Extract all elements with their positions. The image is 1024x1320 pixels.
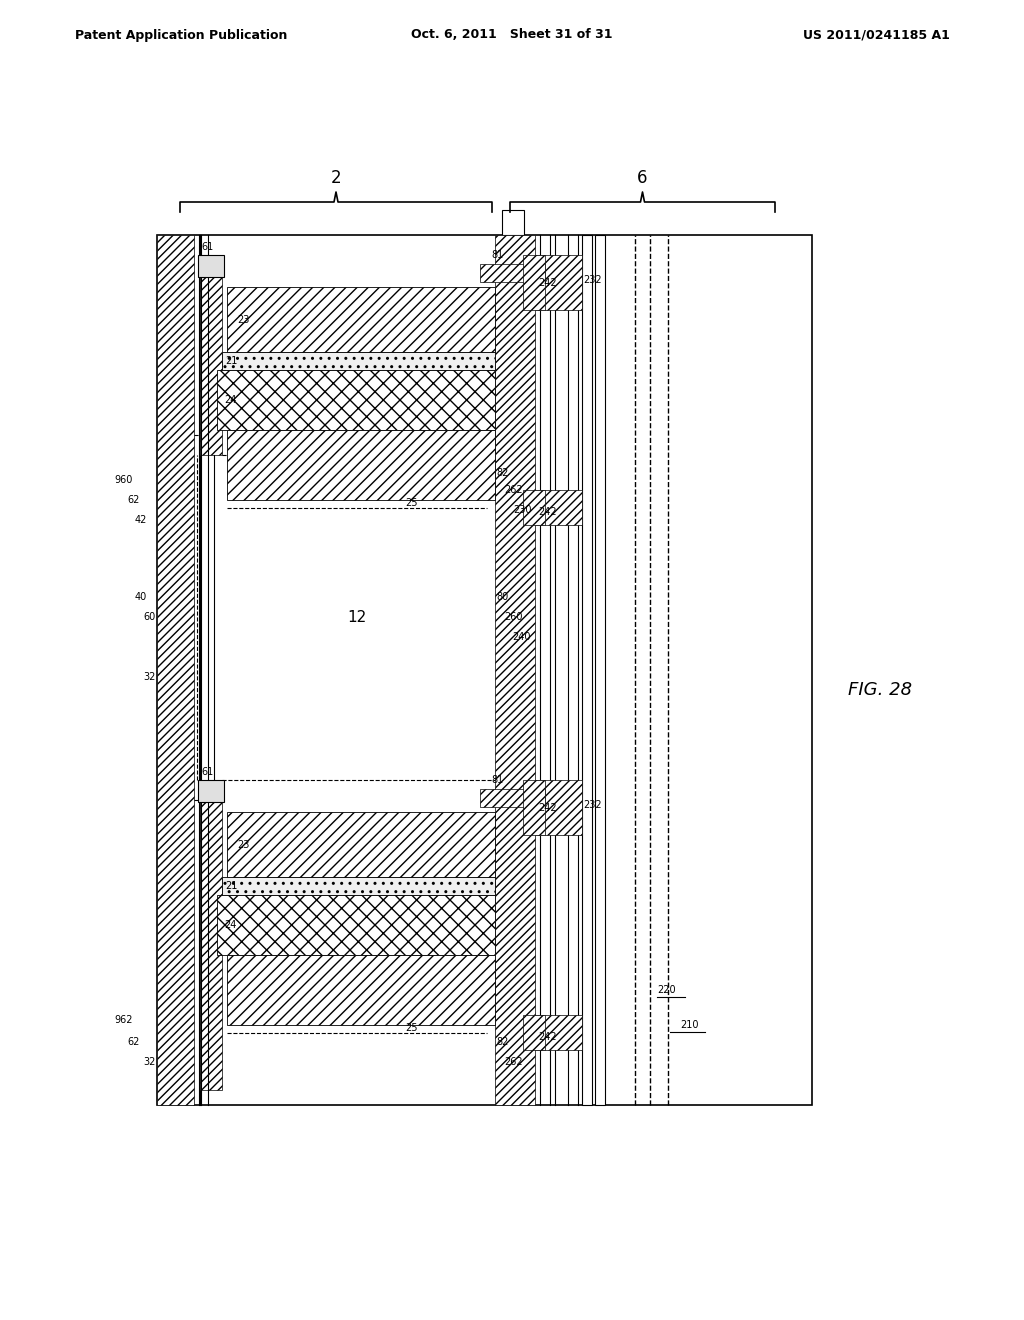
- Text: 42: 42: [135, 515, 147, 525]
- Bar: [523, 1015, 545, 1049]
- Bar: [535, 490, 582, 525]
- Bar: [535, 780, 582, 836]
- Text: 82: 82: [496, 469, 508, 478]
- Text: Oct. 6, 2011   Sheet 31 of 31: Oct. 6, 2011 Sheet 31 of 31: [412, 29, 612, 41]
- Bar: [227, 430, 495, 500]
- Text: 61: 61: [201, 767, 213, 777]
- Text: Patent Application Publication: Patent Application Publication: [75, 29, 288, 41]
- Bar: [227, 812, 495, 876]
- Text: 240: 240: [512, 632, 530, 643]
- Bar: [523, 490, 545, 525]
- Bar: [222, 352, 495, 370]
- Text: 23: 23: [237, 840, 250, 850]
- Text: 12: 12: [347, 610, 367, 624]
- Bar: [227, 286, 495, 352]
- Text: 242: 242: [538, 803, 557, 813]
- Text: 242: 242: [538, 507, 557, 517]
- Bar: [502, 210, 524, 235]
- Text: 21: 21: [225, 880, 238, 891]
- Bar: [200, 255, 222, 455]
- Text: 80: 80: [496, 593, 508, 602]
- Bar: [157, 235, 812, 1105]
- Text: 220: 220: [657, 985, 676, 995]
- Text: 62: 62: [127, 495, 139, 506]
- Text: 62: 62: [127, 1038, 139, 1047]
- Bar: [480, 264, 545, 282]
- Text: US 2011/0241185 A1: US 2011/0241185 A1: [803, 29, 950, 41]
- Text: 2: 2: [331, 169, 341, 187]
- Text: 230: 230: [513, 506, 531, 515]
- Text: 40: 40: [135, 593, 147, 602]
- Text: 260: 260: [504, 612, 522, 623]
- Text: 61: 61: [201, 242, 213, 252]
- Text: 23: 23: [237, 315, 250, 325]
- Text: FIG. 28: FIG. 28: [848, 681, 912, 700]
- Text: 25: 25: [406, 1023, 418, 1034]
- Bar: [582, 235, 592, 1105]
- Text: 24: 24: [224, 395, 237, 405]
- Bar: [157, 235, 194, 1105]
- Bar: [495, 235, 535, 1105]
- Bar: [198, 255, 224, 277]
- Text: 24: 24: [224, 920, 237, 931]
- Text: 960: 960: [114, 475, 132, 484]
- Text: 81: 81: [490, 249, 503, 260]
- Bar: [523, 255, 545, 310]
- Text: 32: 32: [143, 1057, 156, 1067]
- Text: 962: 962: [114, 1015, 132, 1026]
- Bar: [200, 780, 222, 1090]
- Text: 232: 232: [583, 275, 602, 285]
- Bar: [217, 895, 495, 954]
- Text: 32: 32: [143, 672, 156, 682]
- Bar: [198, 780, 224, 803]
- Bar: [595, 235, 605, 1105]
- Text: 60: 60: [143, 612, 156, 623]
- Bar: [535, 1015, 582, 1049]
- Text: 242: 242: [538, 279, 557, 288]
- Text: 262: 262: [504, 1057, 522, 1067]
- Text: 21: 21: [225, 356, 238, 366]
- Bar: [523, 780, 545, 836]
- Text: 82: 82: [496, 1038, 508, 1047]
- Bar: [227, 954, 495, 1026]
- Bar: [535, 255, 582, 310]
- Text: 6: 6: [637, 169, 648, 187]
- Text: 81: 81: [490, 775, 503, 785]
- Bar: [480, 789, 545, 807]
- Text: 242: 242: [538, 1032, 557, 1041]
- Bar: [217, 370, 495, 430]
- Text: 210: 210: [680, 1020, 698, 1030]
- Text: 232: 232: [583, 800, 602, 810]
- Bar: [222, 876, 495, 895]
- Text: 262: 262: [504, 484, 522, 495]
- Text: 25: 25: [406, 498, 418, 508]
